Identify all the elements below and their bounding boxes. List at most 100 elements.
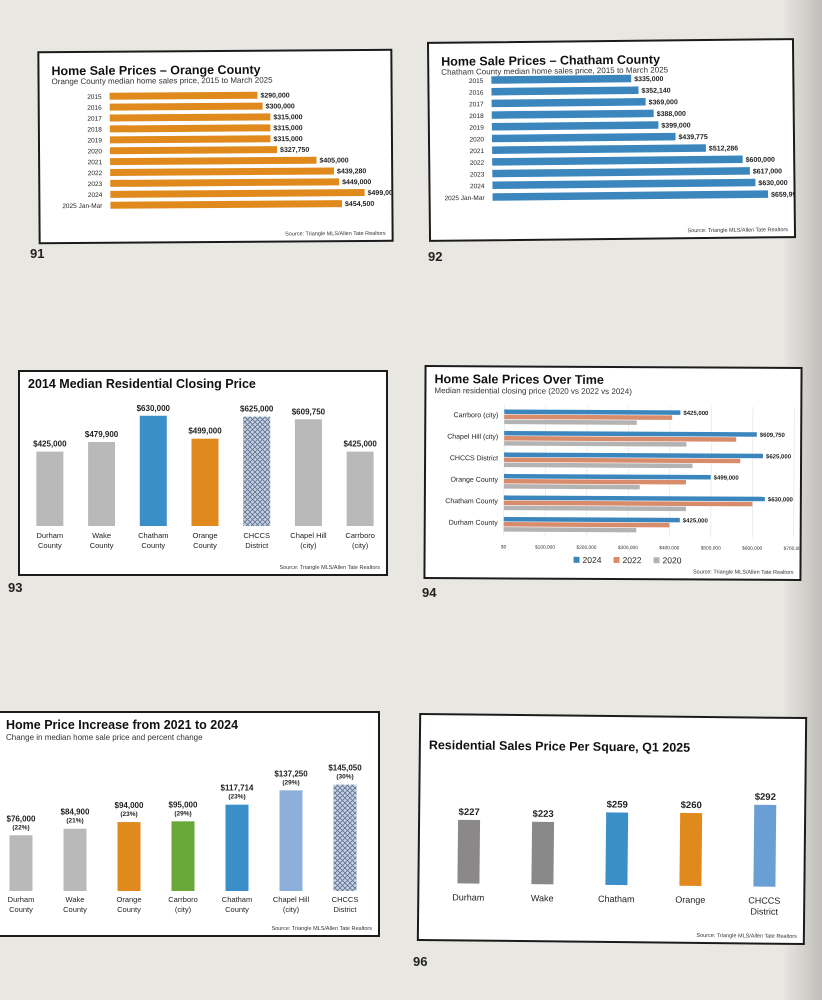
chart-title: Home Sale Prices Over Time [434, 372, 603, 387]
bar [503, 516, 680, 523]
data-label: $499,000 [714, 476, 740, 482]
data-label: $292 [755, 792, 776, 803]
x-tick-label: (city) [300, 541, 317, 550]
grid-line [793, 406, 795, 538]
bar [110, 167, 335, 177]
chart-svg: Home Price Increase from 2021 to 2024Cha… [6, 718, 372, 932]
chart-title: Home Sale Prices – Chatham County [441, 52, 660, 68]
legend-swatch [613, 557, 620, 564]
y-tick-label: 2023 [470, 171, 485, 178]
chart-subtitle: Median residential closing price (2020 v… [434, 386, 632, 396]
bar [110, 146, 278, 155]
data-label: $425,000 [33, 440, 67, 449]
percent-label: (29%) [174, 810, 191, 817]
x-tick-label: County [38, 541, 62, 550]
bar [9, 835, 33, 891]
x-tick-label: Chapel Hill [273, 895, 310, 904]
y-tick-label: 2025 Jan-Mar [444, 195, 485, 202]
y-tick-label: 2016 [87, 105, 102, 112]
x-tick-label: $700,000 [784, 546, 801, 552]
bar [191, 438, 219, 526]
x-tick-label: $200,000 [576, 545, 596, 551]
data-label: $227 [459, 807, 480, 818]
y-tick-label: Orange County [450, 477, 498, 484]
x-tick-label: (city) [175, 905, 192, 914]
data-label: $76,000 [7, 814, 36, 823]
legend-label: 2024 [583, 555, 602, 565]
x-tick-label: County [90, 541, 114, 550]
y-tick-label: Chatham County [445, 498, 498, 505]
bar [503, 522, 670, 528]
data-label: $630,000 [137, 404, 171, 413]
x-tick-label: Chatham [222, 895, 252, 904]
bar [503, 505, 687, 512]
bar [492, 190, 769, 201]
x-tick-label: (city) [352, 541, 369, 550]
page-number-91: 91 [30, 246, 45, 261]
x-tick-label: County [63, 905, 87, 914]
y-tick-label: 2017 [469, 101, 484, 108]
chart-source: Source: Triangle MLS/Allen Tate Realtors [285, 231, 386, 238]
y-tick-label: 2015 [469, 78, 484, 85]
data-label: $84,900 [61, 808, 90, 817]
bar [109, 102, 263, 111]
bar [504, 414, 673, 420]
grid-line [544, 405, 547, 537]
data-label: $439,775 [679, 134, 708, 141]
x-tick-label: Wake [66, 895, 85, 904]
data-label: $315,000 [273, 136, 302, 143]
chart-title: Home Sale Prices – Orange County [51, 63, 260, 78]
bar [503, 500, 753, 507]
data-label: $454,500 [345, 201, 374, 208]
bar [503, 484, 640, 490]
bar [753, 804, 777, 887]
bar [333, 784, 357, 891]
x-tick-label: CHCCS [748, 895, 780, 905]
data-label: $512,286 [709, 145, 738, 152]
x-tick-label: Chatham [598, 894, 635, 904]
x-tick-label: Orange [116, 895, 141, 904]
bar [117, 822, 141, 891]
bar [504, 462, 693, 469]
chart-source: Source: Triangle MLS/Allen Tate Realtors [693, 569, 794, 576]
bar [491, 109, 654, 119]
data-label: $425,000 [683, 411, 709, 417]
legend-label: 2020 [663, 555, 682, 565]
chart-price-per-square: Residential Sales Price Per Square, Q1 2… [416, 712, 808, 946]
bar [109, 124, 271, 133]
legend-swatch [573, 556, 580, 563]
y-tick-label: CHCCS District [450, 455, 498, 462]
percent-label: (22%) [12, 824, 29, 831]
bar [491, 132, 676, 143]
x-tick-label: County [225, 905, 249, 914]
data-label: $388,000 [657, 111, 686, 118]
bar [491, 74, 632, 84]
y-tick-label: 2018 [87, 126, 102, 133]
grid-line [710, 406, 712, 538]
bar [63, 828, 87, 891]
bar [346, 451, 374, 526]
bar [504, 452, 764, 459]
y-tick-label: Durham County [449, 520, 499, 527]
x-tick-label: Orange [675, 895, 705, 905]
data-label: $369,000 [649, 99, 678, 106]
y-tick-label: 2022 [470, 160, 485, 167]
data-label: $630,000 [768, 497, 794, 503]
data-label: $223 [533, 809, 554, 820]
data-label: $315,000 [273, 114, 302, 121]
x-tick-label: $500,000 [701, 545, 721, 551]
bar [503, 495, 765, 502]
bar [225, 804, 249, 891]
bar [492, 167, 750, 178]
bar [503, 527, 637, 533]
data-label: $425,000 [343, 440, 377, 449]
chart-svg: 2014 Median Residential Closing Price $42… [28, 377, 381, 571]
chart-source: Source: Triangle MLS/Allen Tate Realtors [280, 565, 381, 571]
x-tick-label: $400,000 [659, 545, 679, 551]
data-label: $335,000 [634, 76, 663, 83]
data-label: $449,000 [342, 179, 371, 186]
bar [109, 91, 258, 100]
grid-line [503, 405, 505, 537]
x-tick-label: Durham [37, 531, 64, 540]
